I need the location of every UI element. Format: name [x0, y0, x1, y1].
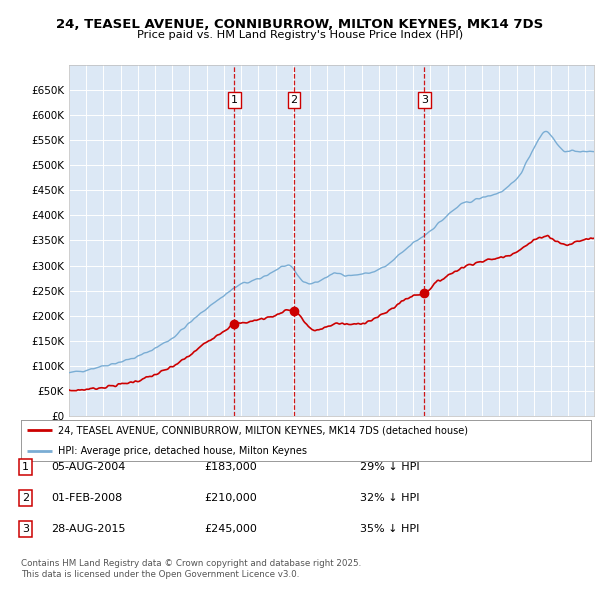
Text: 35% ↓ HPI: 35% ↓ HPI — [360, 524, 419, 533]
Text: 1: 1 — [22, 463, 29, 472]
Text: 3: 3 — [421, 95, 428, 105]
Text: 28-AUG-2015: 28-AUG-2015 — [51, 524, 125, 533]
Text: 2: 2 — [22, 493, 29, 503]
Text: Contains HM Land Registry data © Crown copyright and database right 2025.
This d: Contains HM Land Registry data © Crown c… — [21, 559, 361, 579]
Text: £245,000: £245,000 — [204, 524, 257, 533]
Text: £183,000: £183,000 — [204, 463, 257, 472]
Text: 3: 3 — [22, 524, 29, 533]
Text: 2: 2 — [290, 95, 298, 105]
Text: 01-FEB-2008: 01-FEB-2008 — [51, 493, 122, 503]
Text: 29% ↓ HPI: 29% ↓ HPI — [360, 463, 419, 472]
Text: 05-AUG-2004: 05-AUG-2004 — [51, 463, 125, 472]
Text: Price paid vs. HM Land Registry's House Price Index (HPI): Price paid vs. HM Land Registry's House … — [137, 30, 463, 40]
Text: 1: 1 — [231, 95, 238, 105]
Text: HPI: Average price, detached house, Milton Keynes: HPI: Average price, detached house, Milt… — [58, 446, 307, 456]
Text: 32% ↓ HPI: 32% ↓ HPI — [360, 493, 419, 503]
Text: 24, TEASEL AVENUE, CONNIBURROW, MILTON KEYNES, MK14 7DS: 24, TEASEL AVENUE, CONNIBURROW, MILTON K… — [56, 18, 544, 31]
Text: £210,000: £210,000 — [204, 493, 257, 503]
Text: 24, TEASEL AVENUE, CONNIBURROW, MILTON KEYNES, MK14 7DS (detached house): 24, TEASEL AVENUE, CONNIBURROW, MILTON K… — [58, 425, 468, 435]
